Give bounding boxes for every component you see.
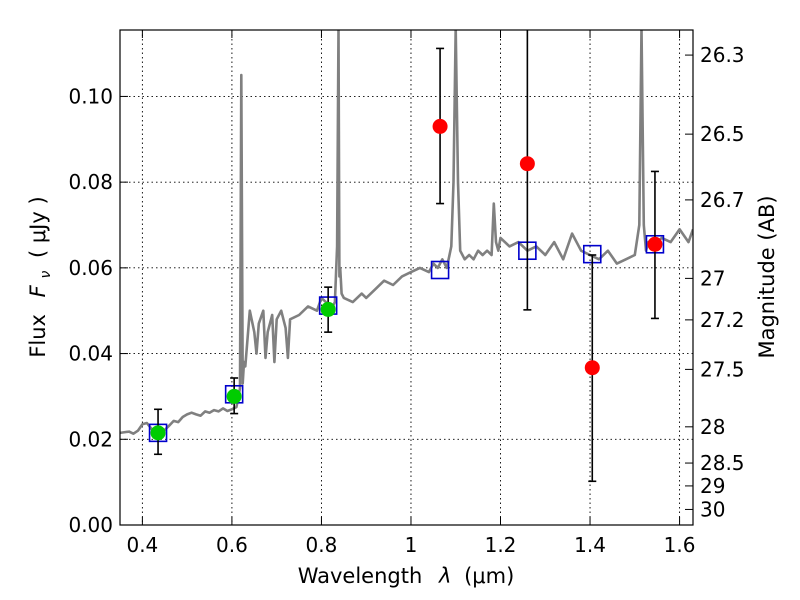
y-tick-label: 0.08 [68,170,113,194]
x-tick-label: 0.6 [216,533,248,557]
photometry-point [647,236,663,252]
y2-tick-label: 28 [700,415,725,439]
plot-frame [119,29,694,526]
y2-tick-label: 27.2 [700,308,745,332]
y2-tick-label: 29 [700,474,725,498]
svg-text:Flux F ν ( μ: Flux F ν ( μJy ) [26,196,55,357]
y2-tick-label: 30 [700,497,725,521]
y-axis-label: Flux [26,314,50,358]
x-axis-label: Wavelength [298,564,423,588]
y2-tick-label: 26.3 [700,43,745,67]
photometry-point [432,118,448,134]
photometry-point [320,301,336,317]
x-tick-label: 0.8 [306,533,338,557]
y-axis-subscript: ν [38,271,54,279]
x-tick-label: 1.4 [574,533,606,557]
x-tick-label: 1.6 [664,533,696,557]
y2-tick-label: 26.7 [700,188,745,212]
y2-tick-label: 28.5 [700,451,745,475]
y-tick-label: 0.10 [68,84,113,108]
y2-tick-label: 27.5 [700,357,745,381]
photometry-point [584,360,600,376]
x-tick-label: 0.4 [126,533,158,557]
y-axis-symbol: F [26,284,50,297]
x-tick-label: 1 [405,533,418,557]
error-bars [150,30,663,483]
svg-text:Wavelength λ (μm): Wavelength λ (μm) [298,564,515,588]
x-axis-title: Wavelength λ (μm) [298,564,515,588]
y-axis-title: Flux F ν ( μJy ) [26,196,55,357]
y-tick-label: 0.06 [68,256,113,280]
y2-tick-label: 26.5 [700,122,745,146]
y-tick-label: 0.00 [68,513,113,537]
photometry-point [226,388,242,404]
grid-lines [120,30,693,525]
axis-ticks: 0.4 0.6 0.8 1 1.2 1.4 1.6 0.00 0.02 0.04 0.06 0.08 0… [68,30,745,557]
y2-tick-label: 27 [700,266,725,290]
x-axis-symbol: λ [438,564,451,588]
y2-axis-label: Magnitude (AB) [755,195,779,358]
x-tick-label: 1.2 [485,533,517,557]
model-band-square [430,260,450,280]
x-axis-unit: (μm) [464,564,514,588]
y-tick-label: 0.04 [68,342,113,366]
y-tick-label: 0.02 [68,427,113,451]
photometry-point [150,425,166,441]
model-spectrum-line [120,30,693,437]
photometry-point [519,156,535,172]
y-axis-unit: ( μJy ) [26,196,50,258]
